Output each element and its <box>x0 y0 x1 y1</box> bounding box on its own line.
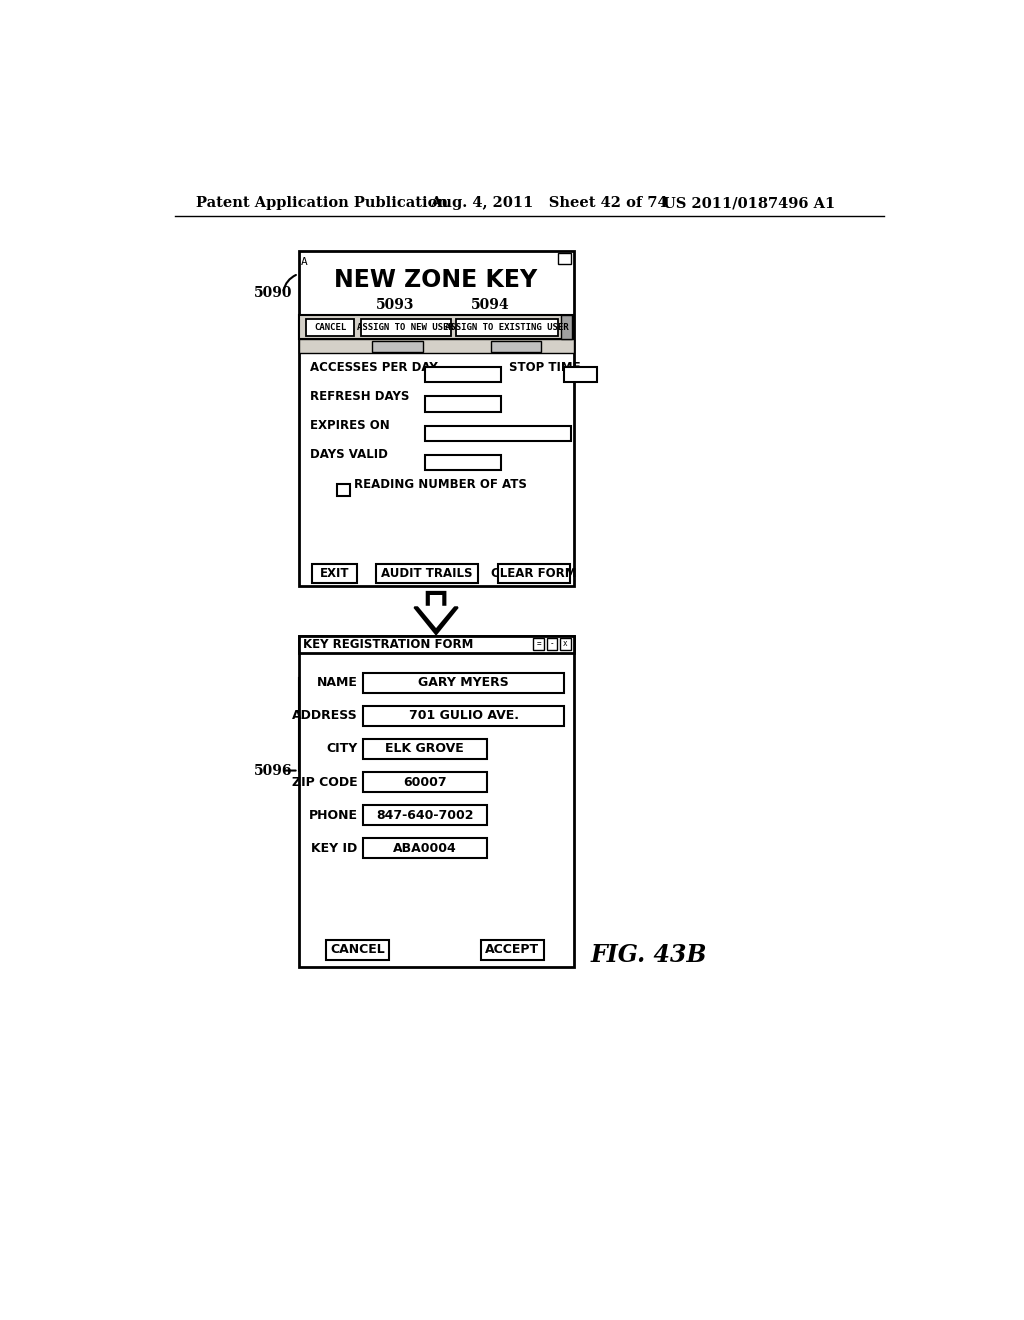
Text: EXIT: EXIT <box>319 566 349 579</box>
Bar <box>362 739 486 759</box>
Text: PHONE: PHONE <box>308 809 357 822</box>
Text: CANCEL: CANCEL <box>330 944 385 957</box>
Bar <box>312 564 356 582</box>
Bar <box>360 318 452 335</box>
Bar <box>547 638 557 651</box>
Text: =: = <box>537 639 541 648</box>
Bar <box>561 314 572 339</box>
Text: ASSIGN TO EXISTING USER: ASSIGN TO EXISTING USER <box>445 322 568 331</box>
Bar <box>299 636 573 966</box>
Bar <box>299 251 573 586</box>
Text: NAME: NAME <box>316 676 357 689</box>
Bar <box>558 253 570 264</box>
Text: 5093: 5093 <box>376 298 415 312</box>
Text: EXPIRES ON: EXPIRES ON <box>310 418 390 432</box>
Bar <box>362 838 486 858</box>
Bar <box>299 339 573 354</box>
Bar <box>490 341 541 351</box>
Bar <box>362 772 486 792</box>
Text: 701 GULIO AVE.: 701 GULIO AVE. <box>409 709 518 722</box>
Text: x: x <box>563 639 567 648</box>
Text: ELK GROVE: ELK GROVE <box>385 742 464 755</box>
Bar <box>362 706 564 726</box>
Bar <box>326 940 389 960</box>
Bar <box>362 673 564 693</box>
Bar <box>564 367 597 383</box>
Text: US 2011/0187496 A1: US 2011/0187496 A1 <box>663 197 835 210</box>
Text: KEY ID: KEY ID <box>311 842 357 855</box>
Text: 847-640-7002: 847-640-7002 <box>376 809 473 822</box>
Text: DAYS VALID: DAYS VALID <box>310 449 388 462</box>
Text: A: A <box>301 256 307 267</box>
Text: X: X <box>563 252 569 263</box>
Text: REFRESH DAYS: REFRESH DAYS <box>310 389 410 403</box>
Text: -: - <box>550 639 554 648</box>
Text: READING NUMBER OF ATS: READING NUMBER OF ATS <box>354 478 527 491</box>
Bar <box>534 638 544 651</box>
Bar <box>337 484 349 496</box>
Bar <box>425 455 501 470</box>
Text: ADDRESS: ADDRESS <box>292 709 357 722</box>
Bar <box>376 564 478 582</box>
Polygon shape <box>415 591 458 635</box>
Bar <box>372 341 423 351</box>
Text: Patent Application Publication: Patent Application Publication <box>197 197 449 210</box>
Bar <box>499 564 569 582</box>
Text: ACCEPT: ACCEPT <box>485 944 540 957</box>
Bar <box>456 318 558 335</box>
Bar <box>425 425 570 441</box>
Bar <box>425 367 501 383</box>
Text: CANCEL: CANCEL <box>314 322 346 331</box>
Text: NEW ZONE KEY: NEW ZONE KEY <box>335 268 538 292</box>
Text: CLEAR FORM: CLEAR FORM <box>492 566 577 579</box>
Text: 5096: 5096 <box>254 763 292 777</box>
Text: ASSIGN TO NEW USER: ASSIGN TO NEW USER <box>357 322 455 331</box>
Text: KEY REGISTRATION FORM: KEY REGISTRATION FORM <box>303 638 473 651</box>
Bar <box>480 940 544 960</box>
Text: 60007: 60007 <box>403 776 446 788</box>
Text: FIG. 43B: FIG. 43B <box>591 944 708 968</box>
Bar <box>299 636 573 653</box>
Bar <box>362 805 486 825</box>
Bar <box>425 396 501 412</box>
Text: ABA0004: ABA0004 <box>393 842 457 855</box>
Text: ZIP CODE: ZIP CODE <box>292 776 357 788</box>
Text: GARY MYERS: GARY MYERS <box>418 676 509 689</box>
Text: CITY: CITY <box>327 742 357 755</box>
Text: STOP TIME: STOP TIME <box>509 360 581 374</box>
Bar <box>299 314 573 339</box>
Text: 5094: 5094 <box>471 298 509 312</box>
Polygon shape <box>418 595 455 628</box>
Text: 5090: 5090 <box>254 286 293 300</box>
Bar <box>560 638 570 651</box>
Bar <box>306 318 354 335</box>
Text: Aug. 4, 2011   Sheet 42 of 74: Aug. 4, 2011 Sheet 42 of 74 <box>430 197 668 210</box>
Text: ACCESSES PER DAY: ACCESSES PER DAY <box>310 360 438 374</box>
Text: AUDIT TRAILS: AUDIT TRAILS <box>381 566 473 579</box>
